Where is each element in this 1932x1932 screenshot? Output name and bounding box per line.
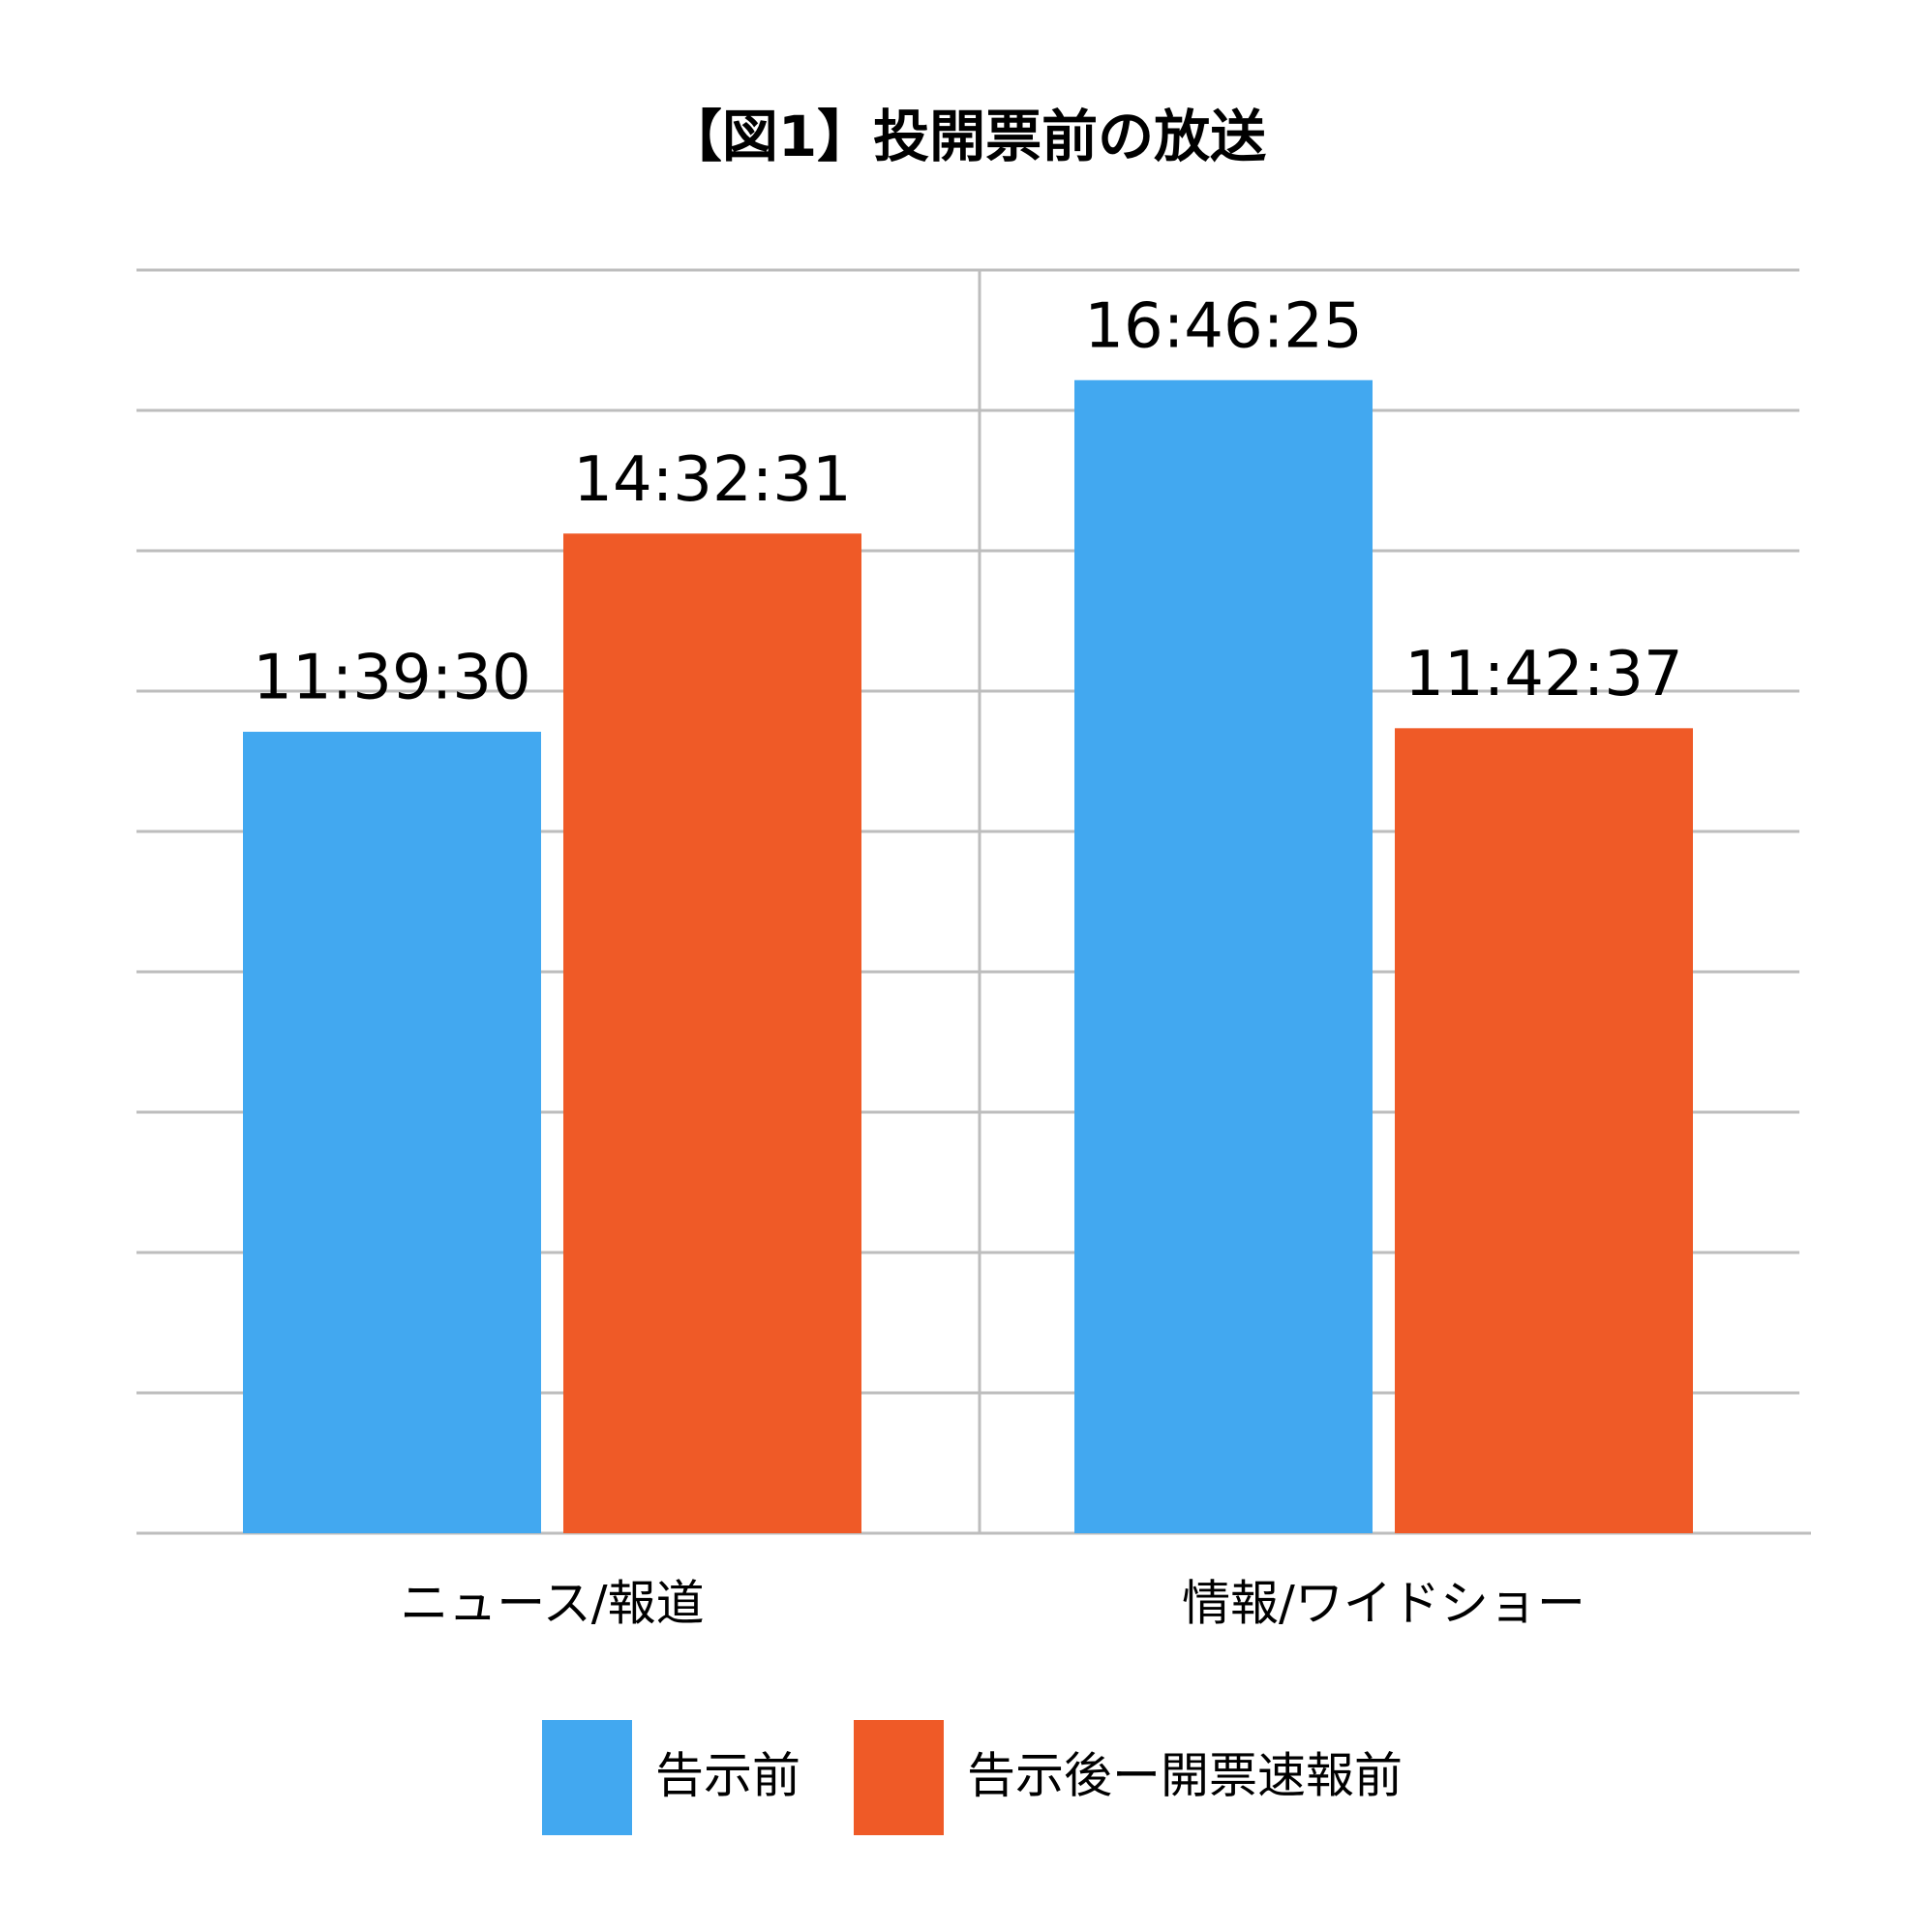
legend-label: 告示前 bbox=[655, 1748, 800, 1804]
x-tick-label: 情報/ワイドショー bbox=[1182, 1576, 1585, 1632]
bar bbox=[563, 533, 861, 1534]
bar bbox=[1395, 728, 1693, 1533]
bar bbox=[1074, 379, 1373, 1533]
data-label: 11:42:37 bbox=[1404, 639, 1682, 710]
legend-swatch bbox=[542, 1720, 632, 1835]
data-label: 11:39:30 bbox=[253, 643, 530, 714]
chart-title: 【図1】投開票前の放送 bbox=[666, 104, 1266, 169]
legend-swatch bbox=[854, 1720, 944, 1835]
legend-label: 告示後ー開票速報前 bbox=[967, 1748, 1403, 1804]
bar bbox=[243, 732, 541, 1533]
data-label: 14:32:31 bbox=[573, 444, 851, 516]
data-label: 16:46:25 bbox=[1084, 290, 1362, 362]
x-tick-label: ニュース/報道 bbox=[400, 1576, 704, 1632]
